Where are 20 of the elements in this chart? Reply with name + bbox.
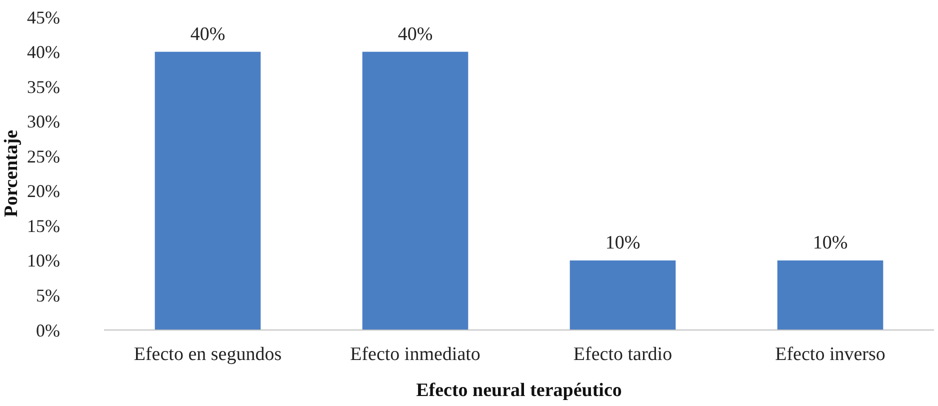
- data-label: 10%: [812, 232, 848, 254]
- y-tick-label: 0%: [36, 320, 60, 340]
- y-tick-label: 15%: [27, 216, 60, 236]
- x-axis-title: Efecto neural terapéutico: [416, 380, 622, 401]
- y-tick-label: 35%: [27, 76, 60, 97]
- x-tick-label: Efecto en segundos: [134, 344, 282, 365]
- y-tick-label: 10%: [27, 250, 60, 271]
- y-tick-label: 5%: [36, 286, 60, 306]
- y-axis-title: Porcentaje: [1, 130, 22, 218]
- x-tick-label: Efecto tardio: [573, 344, 672, 365]
- y-tick-label: 40%: [27, 42, 60, 62]
- x-tick-label: Efecto inmediato: [350, 344, 480, 365]
- x-tick-label: Efecto inverso: [775, 344, 886, 365]
- y-tick-label: 45%: [27, 7, 60, 28]
- y-tick-label: 30%: [27, 112, 60, 132]
- data-label: 40%: [398, 24, 433, 45]
- data-label: 40%: [190, 24, 226, 45]
- data-label: 10%: [605, 232, 640, 254]
- y-tick-label: 25%: [27, 146, 60, 166]
- y-tick-label: 20%: [27, 181, 60, 202]
